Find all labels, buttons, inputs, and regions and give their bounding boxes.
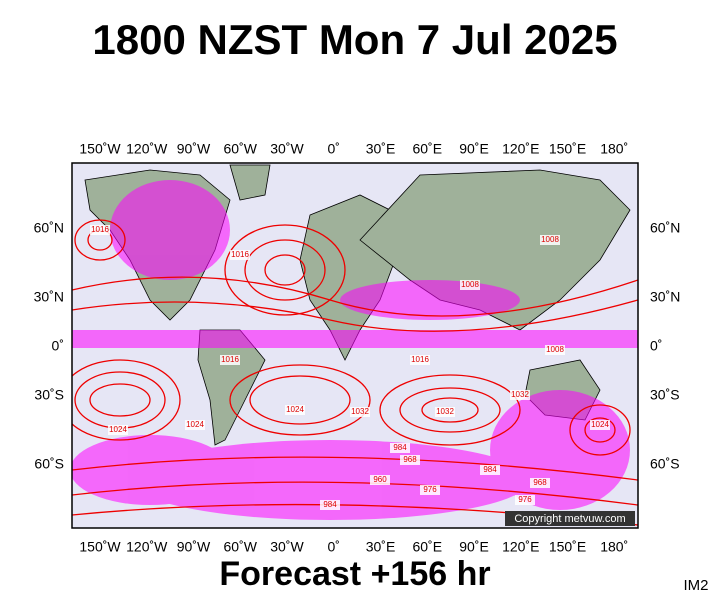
isobar-label: 976	[518, 495, 532, 504]
isobar-label: 1008	[461, 280, 479, 289]
isobar-label: 1032	[436, 407, 454, 416]
longitude-label: 150˚E	[549, 141, 586, 157]
longitude-label: 60˚W	[224, 141, 258, 157]
isobar-label-bg	[320, 500, 340, 510]
isobar-label: 1016	[91, 225, 109, 234]
isobar-label: 960	[373, 475, 387, 484]
isobar-label: 968	[533, 478, 547, 487]
isobar-label: 984	[393, 443, 407, 452]
longitude-label: 0˚	[328, 539, 340, 555]
isobar-label-bg	[185, 420, 205, 430]
longitude-label: 120˚W	[126, 539, 168, 555]
isobar-label-bg	[510, 390, 530, 400]
latitude-label: 30˚S	[34, 387, 64, 403]
isobar-label: 984	[323, 500, 337, 509]
isobar-label: 984	[483, 465, 497, 474]
longitude-label: 120˚E	[502, 539, 539, 555]
isobar-label: 1024	[109, 425, 127, 434]
latitude-label: 30˚N	[34, 289, 64, 305]
longitude-label: 30˚E	[366, 141, 396, 157]
isobar-label-bg	[350, 407, 370, 417]
isobar-label: 968	[403, 455, 417, 464]
longitude-label: 180˚	[600, 141, 628, 157]
isobar-label-bg	[420, 485, 440, 495]
isobar-label-bg	[590, 420, 610, 430]
isobar-label-bg	[435, 407, 455, 417]
isobar-label-bg	[400, 455, 420, 465]
isobar-label-bg	[540, 235, 560, 245]
latitude-label: 0˚	[52, 338, 64, 354]
isobar-label-bg	[370, 475, 390, 485]
longitude-label: 0˚	[328, 141, 340, 157]
isobar-label-bg	[230, 250, 250, 260]
longitude-label: 150˚E	[549, 539, 586, 555]
longitude-label: 120˚W	[126, 141, 168, 157]
latitude-label: 60˚N	[650, 220, 680, 236]
isobar-label-bg	[530, 478, 550, 488]
longitude-label: 60˚E	[412, 539, 442, 555]
title: 1800 NZST Mon 7 Jul 2025	[92, 16, 617, 63]
isobar-label: 1016	[231, 250, 249, 259]
isobar-label-bg	[410, 355, 430, 365]
longitude-label: 150˚W	[79, 539, 121, 555]
map-area	[72, 163, 638, 528]
isobar-label-bg	[480, 465, 500, 475]
latitude-label: 30˚N	[650, 289, 680, 305]
latitude-label: 60˚N	[34, 220, 64, 236]
longitude-label: 60˚E	[412, 141, 442, 157]
copyright: Copyright metvuw.com	[514, 513, 625, 525]
isobar-label-bg	[515, 495, 535, 505]
isobar-label: 1008	[541, 235, 559, 244]
longitude-label: 90˚W	[177, 141, 211, 157]
isobar-label: 1032	[511, 390, 529, 399]
isobar-label-bg	[545, 345, 565, 355]
longitude-label: 60˚W	[224, 539, 258, 555]
isobar-label: 1024	[286, 405, 304, 414]
isobar-label: 1008	[546, 345, 564, 354]
isobar-label-bg	[90, 225, 110, 235]
isobar-label-bg	[285, 405, 305, 415]
longitude-label: 30˚W	[270, 539, 304, 555]
isobar-label: 1016	[221, 355, 239, 364]
isobar-label: 1016	[411, 355, 429, 364]
latitude-label: 0˚	[650, 338, 662, 354]
isobar-label-bg	[460, 280, 480, 290]
latitude-label: 30˚S	[650, 387, 680, 403]
isobar-label-bg	[108, 425, 128, 435]
forecast-label: Forecast +156 hr	[219, 555, 490, 593]
latitude-label: 60˚S	[650, 456, 680, 472]
isobar-label-bg	[390, 443, 410, 453]
isobar-label: 1024	[186, 420, 204, 429]
longitude-label: 30˚W	[270, 141, 304, 157]
latitude-label: 60˚S	[34, 456, 64, 472]
isobar-label: 976	[423, 485, 437, 494]
map-frame	[71, 162, 639, 529]
longitude-label: 30˚E	[366, 539, 396, 555]
image-id: IM2	[683, 577, 708, 594]
longitude-label: 90˚W	[177, 539, 211, 555]
isobar-label: 1024	[591, 420, 609, 429]
longitude-label: 90˚E	[459, 141, 489, 157]
longitude-label: 90˚E	[459, 539, 489, 555]
longitude-label: 180˚	[600, 539, 628, 555]
longitude-label: 150˚W	[79, 141, 121, 157]
copyright-box	[505, 511, 635, 526]
isobar-label-bg	[220, 355, 240, 365]
isobar-label: 1032	[351, 407, 369, 416]
longitude-label: 120˚E	[502, 141, 539, 157]
